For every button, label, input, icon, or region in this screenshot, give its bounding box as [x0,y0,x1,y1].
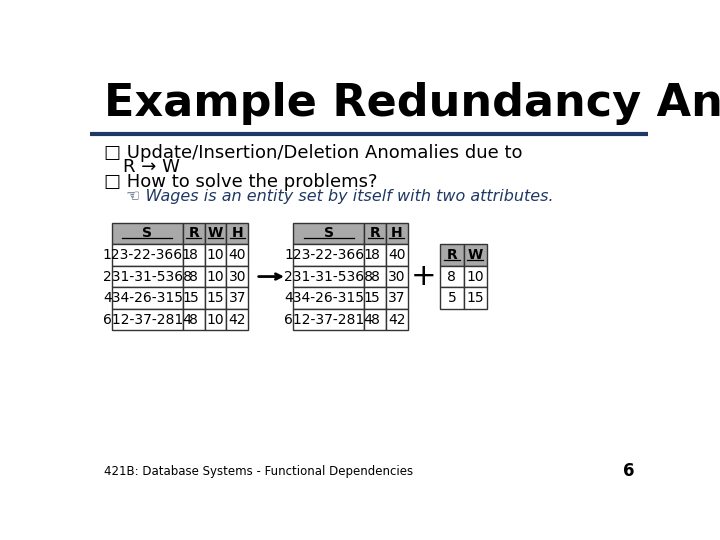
Bar [386,244,408,266]
Text: ☜ Wages is an entity set by itself with two attributes.: ☜ Wages is an entity set by itself with … [126,189,553,204]
Text: 8: 8 [448,269,456,284]
Bar [441,266,464,287]
Text: H: H [231,226,243,240]
Bar [112,222,183,244]
Bar [183,287,204,309]
Text: 42: 42 [228,313,246,327]
Text: 15: 15 [207,291,225,305]
Text: R: R [189,226,199,240]
Bar [204,244,226,266]
Text: 30: 30 [388,269,405,284]
Text: 40: 40 [388,248,405,262]
Text: 8: 8 [189,248,198,262]
Bar [386,266,408,287]
Text: 612-37-2814: 612-37-2814 [103,313,192,327]
Bar [386,222,408,244]
Text: R: R [370,226,381,240]
Text: 37: 37 [388,291,405,305]
Bar [183,266,204,287]
Text: W: W [467,248,483,262]
Bar [464,287,487,309]
Bar [183,244,204,266]
Bar [293,287,364,309]
Text: 5: 5 [371,291,379,305]
Bar [464,244,487,266]
Text: H: H [391,226,402,240]
Text: 8: 8 [189,269,198,284]
Text: Example Redundancy Anomalies: Example Redundancy Anomalies [104,82,720,125]
Text: S: S [143,226,153,240]
Bar [364,266,386,287]
Bar [204,266,226,287]
Text: □ How to solve the problems?: □ How to solve the problems? [104,173,377,191]
Text: 8: 8 [371,269,379,284]
Text: 42: 42 [388,313,405,327]
Bar [226,309,248,330]
Bar [441,244,464,266]
Text: 10: 10 [207,248,225,262]
Bar [183,309,204,330]
Text: S: S [324,226,333,240]
Text: 8: 8 [371,248,379,262]
Bar [364,244,386,266]
Bar [293,266,364,287]
Text: 15: 15 [467,291,484,305]
Bar [386,287,408,309]
Text: R: R [446,248,457,262]
Text: 231-31-5368: 231-31-5368 [103,269,192,284]
Text: 434-26-3151: 434-26-3151 [284,291,373,305]
Text: 231-31-5368: 231-31-5368 [284,269,373,284]
Text: 612-37-2814: 612-37-2814 [284,313,373,327]
Bar [204,222,226,244]
Text: 8: 8 [189,313,198,327]
Bar [226,266,248,287]
Text: 6: 6 [623,462,634,481]
Bar [226,287,248,309]
Text: 123-22-3661: 123-22-3661 [103,248,192,262]
Text: 10: 10 [467,269,484,284]
Bar [293,222,364,244]
Text: 123-22-3661: 123-22-3661 [284,248,373,262]
Bar [464,266,487,287]
Bar [226,222,248,244]
Bar [293,309,364,330]
Text: R → W: R → W [122,158,179,176]
Bar [441,287,464,309]
Text: 10: 10 [207,269,225,284]
Text: 5: 5 [189,291,198,305]
Bar [226,244,248,266]
Text: 5: 5 [448,291,456,305]
Bar [204,309,226,330]
Bar [386,309,408,330]
Bar [112,287,183,309]
Bar [293,244,364,266]
Text: W: W [208,226,223,240]
Bar [364,287,386,309]
Bar [183,222,204,244]
Bar [112,266,183,287]
Text: 30: 30 [228,269,246,284]
Bar [364,222,386,244]
Text: 40: 40 [228,248,246,262]
Bar [364,309,386,330]
Text: □ Update/Insertion/Deletion Anomalies due to: □ Update/Insertion/Deletion Anomalies du… [104,144,523,163]
Text: 421B: Database Systems - Functional Dependencies: 421B: Database Systems - Functional Depe… [104,465,413,478]
Bar [112,244,183,266]
Text: 37: 37 [228,291,246,305]
Text: 434-26-3151: 434-26-3151 [103,291,192,305]
Bar [112,309,183,330]
Text: 10: 10 [207,313,225,327]
Text: +: + [410,262,436,291]
Text: 8: 8 [371,313,379,327]
Bar [204,287,226,309]
